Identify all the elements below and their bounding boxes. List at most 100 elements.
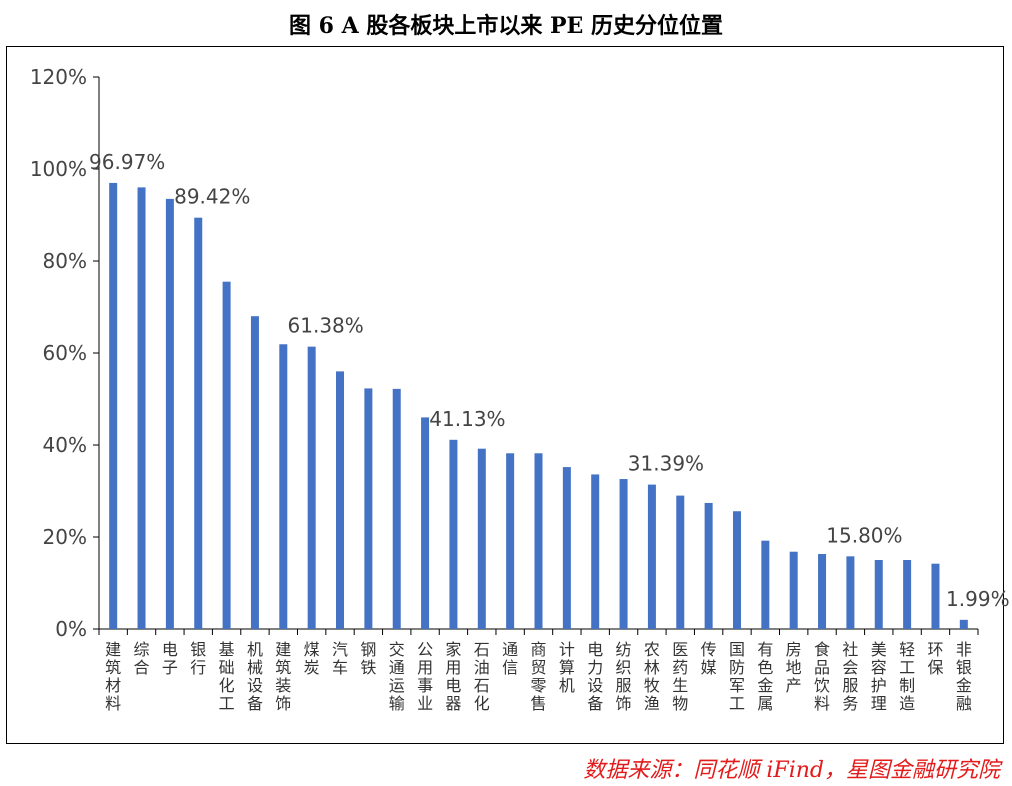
bar-农林牧渔: [647, 484, 656, 629]
x-category-label: 基: [219, 640, 235, 659]
x-category-label: 通: [502, 640, 518, 659]
y-tick-label: 20%: [43, 525, 87, 549]
x-category-label: 石: [474, 640, 490, 659]
x-category-label: 防: [729, 658, 745, 677]
bar-机械设备: [250, 316, 259, 629]
bar-公用事业: [421, 417, 430, 629]
data-label: 96.97%: [89, 150, 165, 174]
x-category-label: 银: [956, 658, 972, 677]
bar-美容护理: [874, 560, 883, 629]
x-category-label: 备: [587, 694, 603, 713]
x-category-label: 售: [530, 694, 546, 713]
x-category-label: 商: [530, 640, 546, 659]
x-category-label: 工: [219, 694, 235, 713]
bar-银行: [194, 217, 203, 629]
y-tick-label: 100%: [30, 157, 87, 181]
x-category-label: 装: [275, 676, 291, 695]
x-category-label: 服: [842, 676, 858, 695]
x-category-label: 银: [190, 640, 206, 659]
x-category-label: 融: [956, 694, 972, 713]
x-category-label: 零: [530, 676, 546, 695]
bar-食品饮料: [818, 554, 827, 629]
bar-环保: [931, 563, 940, 629]
bar-汽车: [336, 371, 345, 629]
x-category-label: 钢: [360, 640, 376, 659]
x-category-label: 子: [162, 658, 178, 677]
x-category-label: 织: [616, 658, 632, 677]
x-category-label: 机: [247, 640, 263, 659]
x-category-label: 石: [474, 676, 490, 695]
x-category-label: 渔: [644, 694, 660, 713]
bar-轻工制造: [903, 560, 912, 629]
x-category-label: 器: [445, 694, 461, 713]
x-category-label: 业: [417, 694, 433, 713]
y-tick-label: 60%: [43, 341, 87, 365]
x-category-label: 铁: [360, 658, 376, 677]
bar-电力设备: [591, 474, 600, 629]
x-category-label: 建: [105, 640, 121, 659]
y-tick-label: 40%: [43, 433, 87, 457]
x-category-label: 化: [474, 694, 490, 713]
x-category-label: 电: [162, 640, 178, 659]
x-category-label: 牧: [644, 676, 660, 695]
x-category-label: 轻: [899, 640, 915, 659]
x-category-label: 地: [786, 658, 802, 677]
x-category-label: 机: [559, 676, 575, 695]
x-category-label: 公: [417, 640, 433, 659]
x-category-label: 农: [644, 640, 660, 659]
bar-钢铁: [364, 388, 373, 629]
x-category-label: 力: [587, 658, 603, 677]
bar-非银金融: [959, 619, 968, 629]
x-category-label: 服: [616, 676, 632, 695]
x-category-label: 工: [729, 694, 745, 713]
y-tick-label: 120%: [30, 65, 87, 89]
x-category-label: 煤: [304, 640, 320, 659]
x-category-label: 事: [417, 676, 433, 695]
x-category-label: 综: [134, 640, 150, 659]
x-category-label: 色: [757, 658, 773, 677]
x-category-label: 础: [219, 658, 235, 677]
data-label: 89.42%: [174, 185, 250, 209]
x-category-label: 备: [247, 694, 263, 713]
x-category-label: 房: [786, 640, 802, 659]
x-category-label: 材: [105, 676, 121, 695]
bar-医药生物: [676, 495, 685, 629]
data-label: 31.39%: [628, 452, 704, 476]
x-category-label: 饰: [616, 694, 632, 713]
x-category-label: 非: [956, 640, 972, 659]
x-category-label: 保: [927, 658, 943, 677]
x-category-label: 品: [814, 658, 830, 677]
x-category-label: 传: [701, 640, 717, 659]
x-category-label: 贸: [530, 658, 546, 677]
x-category-label: 建: [275, 640, 291, 659]
x-category-label: 物: [672, 694, 688, 713]
x-category-label: 设: [247, 676, 263, 695]
x-category-label: 医: [672, 640, 688, 659]
x-category-label: 汽: [332, 640, 348, 659]
x-category-label: 护: [871, 676, 887, 695]
x-category-label: 环: [927, 640, 943, 659]
x-category-label: 运: [389, 676, 405, 695]
x-category-label: 合: [134, 658, 150, 677]
x-category-label: 油: [474, 658, 490, 677]
x-category-label: 料: [814, 694, 830, 713]
x-category-label: 料: [105, 694, 121, 713]
x-category-label: 工: [899, 658, 915, 677]
x-category-label: 通: [389, 658, 405, 677]
x-category-label: 设: [587, 676, 603, 695]
x-category-label: 食: [814, 640, 830, 659]
bar-建筑材料: [109, 182, 118, 630]
bar-计算机: [562, 467, 571, 629]
x-category-label: 金: [956, 676, 972, 695]
x-category-label: 国: [729, 640, 745, 659]
x-category-label: 信: [502, 658, 518, 677]
bar-基础化工: [222, 281, 231, 629]
bar-家用电器: [449, 439, 458, 629]
bar-建筑装饰: [279, 344, 288, 629]
x-category-label: 车: [332, 658, 348, 677]
x-category-label: 化: [219, 676, 235, 695]
x-category-label: 饰: [275, 694, 291, 713]
x-category-label: 产: [786, 676, 802, 695]
x-category-label: 电: [445, 676, 461, 695]
